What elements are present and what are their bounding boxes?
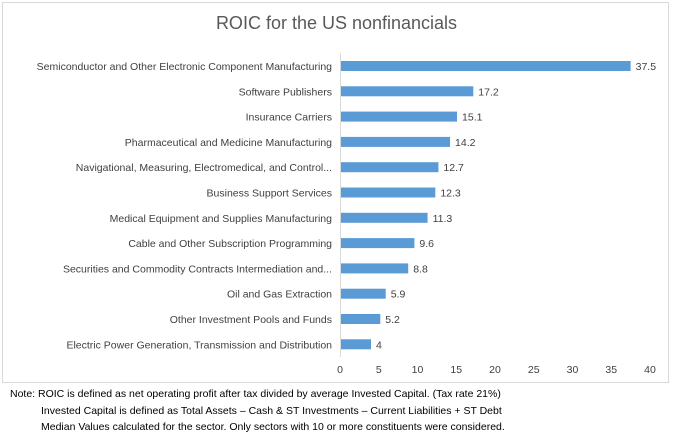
category-label: Oil and Gas Extraction — [227, 289, 332, 301]
x-tick-label: 10 — [412, 364, 424, 376]
bar — [341, 263, 409, 274]
bar-chart: Semiconductor and Other Electronic Compo… — [37, 53, 657, 376]
bar — [341, 162, 439, 173]
bar — [341, 111, 458, 122]
x-tick-label: 35 — [605, 364, 617, 376]
footnote-invested-capital: Invested Capital is defined as Total Ass… — [41, 405, 502, 417]
bar — [341, 314, 381, 324]
category-label: Other Investment Pools and Funds — [170, 314, 332, 326]
data-label: 15.1 — [462, 112, 483, 124]
x-tick-label: 15 — [450, 364, 462, 376]
category-label: Medical Equipment and Supplies Manufactu… — [110, 213, 333, 225]
chart-title: ROIC for the US nonfinancials — [215, 13, 458, 33]
data-label: 5.9 — [391, 289, 406, 301]
data-label: 12.3 — [440, 188, 461, 200]
category-label: Navigational, Measuring, Electromedical,… — [76, 162, 332, 174]
x-tick-label: 20 — [489, 364, 501, 376]
category-label: Semiconductor and Other Electronic Compo… — [37, 61, 332, 73]
x-tick-label: 25 — [528, 364, 540, 376]
data-label: 8.8 — [413, 263, 428, 275]
bar — [341, 238, 415, 249]
category-label: Cable and Other Subscription Programming — [128, 238, 332, 250]
data-label: 14.2 — [455, 137, 476, 149]
footnote-roic-definition: Note: ROIC is defined as net operating p… — [10, 388, 501, 400]
data-label: 5.2 — [385, 314, 400, 326]
category-label: Electric Power Generation, Transmission … — [66, 339, 332, 351]
bar — [341, 339, 371, 350]
category-label: Pharmaceutical and Medicine Manufacturin… — [125, 137, 332, 149]
category-label: Software Publishers — [239, 86, 332, 98]
x-tick-label: 0 — [337, 364, 343, 376]
x-tick-label: 40 — [644, 364, 656, 376]
data-label: 12.7 — [443, 162, 464, 174]
data-label: 4 — [376, 339, 382, 351]
data-label: 17.2 — [478, 86, 499, 98]
data-label: 9.6 — [419, 238, 434, 250]
chart-area: ROIC for the US nonfinancials Semiconduc… — [2, 2, 669, 383]
bar — [341, 212, 428, 223]
bar — [341, 136, 451, 147]
x-tick-label: 30 — [567, 364, 579, 376]
bar — [341, 187, 436, 198]
footnote-median-values: Median Values calculated for the sector.… — [41, 421, 505, 433]
category-label: Business Support Services — [207, 188, 332, 200]
bar — [341, 86, 474, 97]
data-label: 11.3 — [433, 213, 453, 225]
category-label: Securities and Commodity Contracts Inter… — [63, 263, 332, 275]
bar — [341, 288, 386, 299]
category-label: Insurance Carriers — [246, 112, 332, 124]
data-label: 37.5 — [636, 61, 657, 73]
x-tick-label: 5 — [376, 364, 382, 376]
bar — [341, 61, 631, 71]
